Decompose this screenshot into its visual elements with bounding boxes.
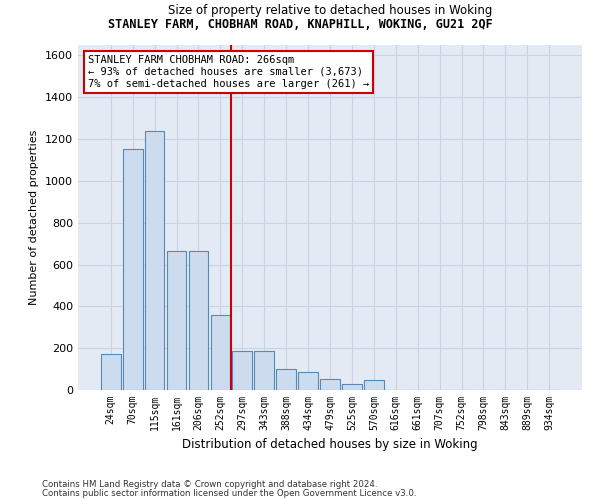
- X-axis label: Distribution of detached houses by size in Woking: Distribution of detached houses by size …: [182, 438, 478, 452]
- Bar: [123, 148, 143, 390]
- Y-axis label: Number of detached properties: Number of detached properties: [29, 130, 40, 305]
- Text: Contains public sector information licensed under the Open Government Licence v3: Contains public sector information licen…: [42, 488, 416, 498]
- Text: Contains HM Land Registry data © Crown copyright and database right 2024.: Contains HM Land Registry data © Crown c…: [42, 480, 377, 489]
- Bar: [364, 380, 384, 390]
- Title: Size of property relative to detached houses in Woking: Size of property relative to detached ho…: [168, 4, 492, 18]
- Bar: [211, 314, 230, 390]
- Text: STANLEY FARM, CHOBHAM ROAD, KNAPHILL, WOKING, GU21 2QF: STANLEY FARM, CHOBHAM ROAD, KNAPHILL, WO…: [107, 18, 493, 30]
- Bar: [232, 352, 252, 390]
- Bar: [320, 378, 340, 390]
- Bar: [342, 384, 362, 390]
- Bar: [145, 130, 164, 390]
- Bar: [298, 372, 318, 390]
- Bar: [254, 352, 274, 390]
- Bar: [101, 354, 121, 390]
- Bar: [167, 251, 187, 390]
- Bar: [188, 251, 208, 390]
- Text: STANLEY FARM CHOBHAM ROAD: 266sqm
← 93% of detached houses are smaller (3,673)
7: STANLEY FARM CHOBHAM ROAD: 266sqm ← 93% …: [88, 56, 370, 88]
- Bar: [276, 369, 296, 390]
